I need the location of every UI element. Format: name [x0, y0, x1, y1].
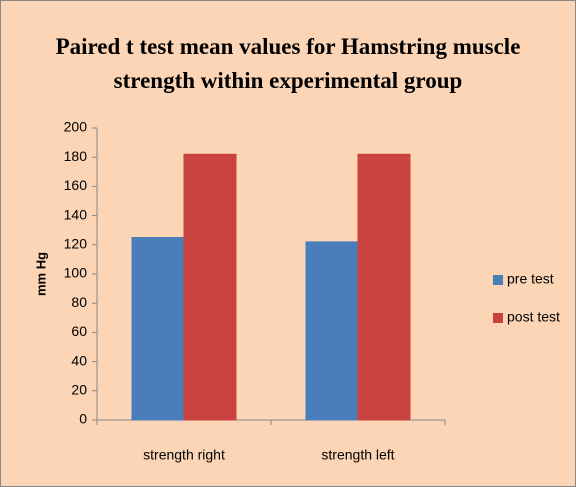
- y-tick-label: 40: [71, 352, 87, 368]
- chart-title: Paired t test mean values for Hamstring …: [55, 34, 521, 93]
- bar: [357, 153, 411, 421]
- y-tick-label: 0: [79, 411, 87, 427]
- legend-swatch: [493, 313, 503, 323]
- y-axis-label: mm Hg: [33, 252, 48, 296]
- y-tick-label: 100: [64, 265, 88, 281]
- y-tick-label: 180: [64, 148, 88, 164]
- y-tick-label: 60: [71, 323, 87, 339]
- y-tick-label: 160: [64, 177, 88, 193]
- x-tick-label: strength left: [321, 447, 394, 463]
- bar: [183, 153, 237, 421]
- legend-label: pre test: [507, 271, 554, 287]
- y-tick-label: 120: [64, 236, 88, 252]
- y-tick-label: 80: [71, 294, 87, 310]
- y-tick-label: 140: [64, 206, 88, 222]
- bar: [305, 241, 359, 421]
- legend-label: post test: [507, 309, 560, 325]
- bar: [131, 237, 185, 421]
- y-tick-label: 200: [64, 119, 88, 135]
- legend-swatch: [493, 275, 503, 285]
- x-tick-label: strength right: [143, 447, 225, 463]
- y-tick-label: 20: [71, 382, 87, 398]
